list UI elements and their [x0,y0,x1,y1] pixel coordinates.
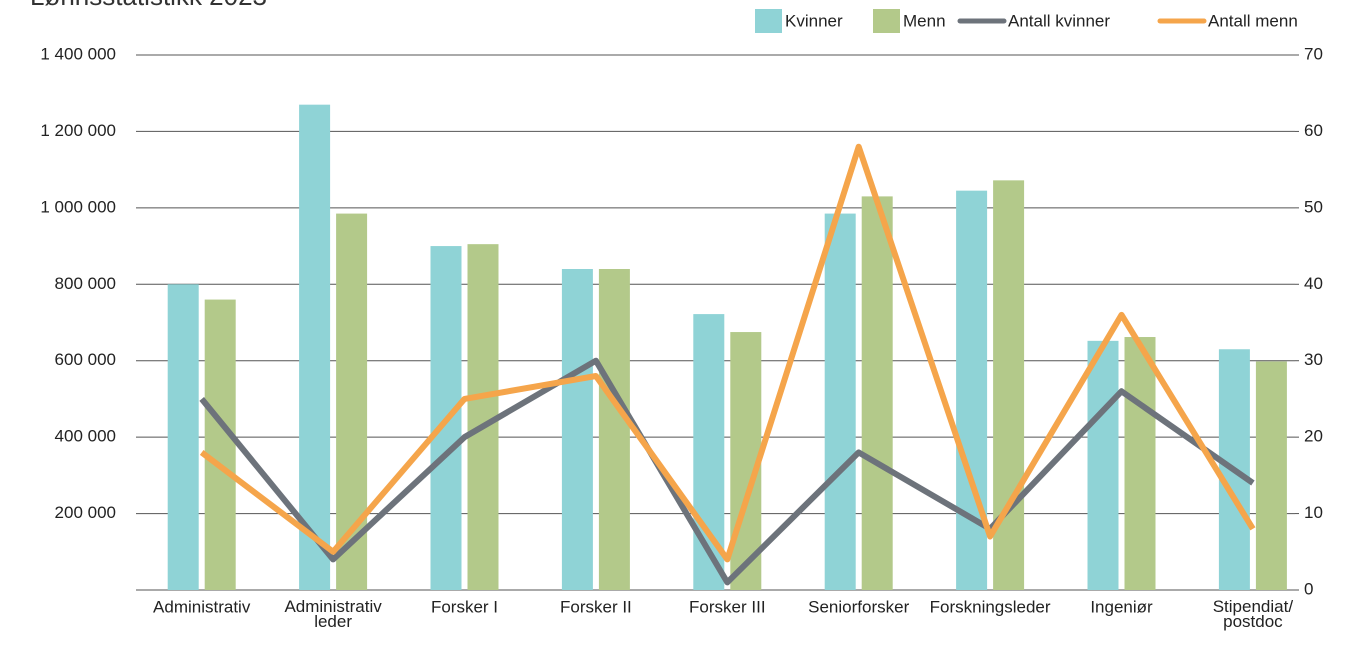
legend-label: Antall menn [1208,11,1298,30]
x-tick-label: Forsker II [560,597,632,616]
chart-title: Lønnsstatistikk 2023 [30,0,267,11]
x-tick-label: Forsker I [431,597,498,616]
bar [167,284,199,590]
bar [1124,337,1156,590]
y2-tick-label: 30 [1304,350,1323,369]
y-tick-label: 1 200 000 [40,121,116,140]
legend-label: Antall kvinner [1008,11,1110,30]
legend-label: Menn [903,11,946,30]
x-tick-label: Ingeniør [1090,597,1153,616]
x-tick-label: Seniorforsker [808,597,909,616]
bar [956,190,988,591]
y-tick-label: 600 000 [55,350,116,369]
bar [824,213,856,590]
y2-tick-label: 20 [1304,427,1323,446]
x-tick-label: Forskningsleder [930,597,1051,616]
bar [561,269,593,590]
y-tick-label: 200 000 [55,503,116,522]
bar [1255,361,1287,590]
y2-tick-label: 60 [1304,121,1323,140]
y-tick-label: 800 000 [55,274,116,293]
y2-tick-label: 50 [1304,197,1323,216]
legend-swatch [755,9,782,33]
y2-tick-label: 70 [1304,44,1323,63]
legend-label: Kvinner [785,11,843,30]
y2-tick-label: 40 [1304,274,1323,293]
legend-swatch [873,9,900,33]
y2-tick-label: 10 [1304,503,1323,522]
y2-tick-label: 0 [1304,579,1313,598]
x-tick-label: Administrativ [153,597,251,616]
x-tick-label: Forsker III [689,597,766,616]
bar [204,299,236,590]
x-tick-label: Administrativ leder [284,597,382,631]
y-tick-label: 1 000 000 [40,197,116,216]
y-tick-label: 1 400 000 [40,44,116,63]
bar [1087,340,1119,590]
bar [598,269,630,590]
y-tick-label: 400 000 [55,427,116,446]
line-series [199,357,1255,586]
bar [861,196,893,590]
line-series [199,143,1256,563]
x-tick-label: Stipendiat/postdoc [1213,597,1294,631]
bar [299,104,331,590]
